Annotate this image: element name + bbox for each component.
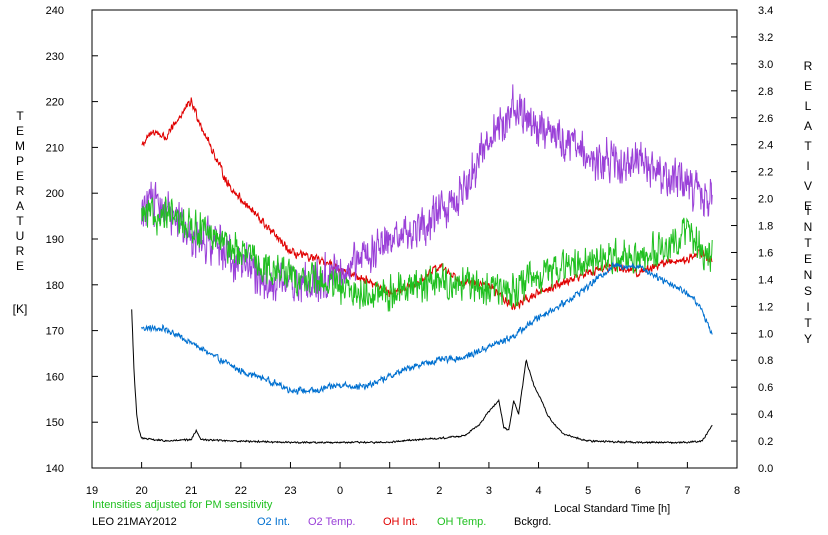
right-axis-letter: E — [804, 252, 812, 266]
right-axis-letter: T — [804, 316, 812, 330]
series-oh-temp-line — [141, 196, 713, 312]
series-oh-int-line — [141, 97, 713, 311]
x-tick-label: 8 — [734, 485, 740, 497]
legend-item: O2 Temp. — [308, 516, 356, 528]
right-axis-letter: T — [804, 236, 812, 250]
left-tick-label: 150 — [46, 417, 64, 429]
x-tick-label: 20 — [135, 485, 147, 497]
axis-layer: 19 20 21 22 23 0 1 2 3 4 5 6 7 8140150160170180190200… — [15, 5, 813, 497]
station-date-label: LEO 21MAY2012 — [92, 516, 177, 528]
left-tick-label: 210 — [46, 142, 64, 154]
left-axis-letter: M — [15, 139, 25, 153]
right-axis-letter: E — [804, 199, 812, 213]
x-tick-label: 2 — [436, 485, 442, 497]
right-tick-label: 3.2 — [758, 32, 773, 44]
right-axis-letter: I — [806, 159, 809, 173]
series-o2-temp-line — [141, 84, 713, 303]
right-tick-label: 0.4 — [758, 409, 773, 421]
left-axis-letter: R — [16, 184, 25, 198]
left-tick-label: 170 — [46, 326, 64, 338]
right-axis-letter: R — [804, 59, 813, 73]
right-tick-label: 1.8 — [758, 221, 773, 233]
right-axis-letter: Y — [804, 332, 812, 346]
x-tick-label: 1 — [387, 485, 393, 497]
left-tick-label: 230 — [46, 51, 64, 63]
right-tick-label: 0.6 — [758, 382, 773, 394]
left-tick-label: 240 — [46, 5, 64, 17]
right-tick-label: 2.2 — [758, 167, 773, 179]
x-tick-label: 7 — [684, 485, 690, 497]
series-o2-int-line — [141, 261, 713, 395]
x-tick-label: 6 — [635, 485, 641, 497]
left-tick-label: 190 — [46, 234, 64, 246]
right-tick-label: 3.4 — [758, 5, 773, 17]
x-tick-label: 5 — [585, 485, 591, 497]
right-tick-label: 0.2 — [758, 436, 773, 448]
right-tick-label: 1.4 — [758, 274, 773, 286]
right-tick-label: 2.6 — [758, 113, 773, 125]
right-axis-letter: A — [804, 119, 812, 133]
right-tick-label: 2.0 — [758, 194, 773, 206]
left-axis-letter: T — [16, 214, 24, 228]
right-axis-letter: T — [804, 139, 812, 153]
left-axis-letter: E — [16, 169, 24, 183]
x-tick-label: 22 — [235, 485, 247, 497]
left-tick-label: 140 — [46, 463, 64, 475]
right-tick-label: 1.6 — [758, 247, 773, 259]
left-axis-letter: T — [16, 109, 24, 123]
right-tick-label: 2.4 — [758, 140, 773, 152]
left-axis-unit: [K] — [13, 302, 28, 316]
x-tick-label: 3 — [486, 485, 492, 497]
left-tick-label: 220 — [46, 97, 64, 109]
right-tick-label: 1.2 — [758, 301, 773, 313]
right-axis-letter: I — [806, 204, 809, 218]
left-tick-label: 160 — [46, 371, 64, 383]
right-tick-label: 1.0 — [758, 328, 773, 340]
right-axis-letter: N — [804, 268, 813, 282]
right-axis-letter: V — [804, 179, 812, 193]
legend-item: OH Int. — [383, 516, 418, 528]
left-tick-label: 200 — [46, 188, 64, 200]
legend-item: O2 Int. — [257, 516, 290, 528]
left-axis-letter: U — [16, 229, 25, 243]
x-axis-label: Local Standard Time [h] — [554, 503, 670, 515]
x-tick-label: 23 — [284, 485, 296, 497]
series-bckgrd-line — [131, 309, 713, 445]
legend-item: OH Temp. — [437, 516, 486, 528]
right-axis-letter: E — [804, 79, 812, 93]
right-tick-label: 2.8 — [758, 86, 773, 98]
legend-item: Bckgrd. — [514, 516, 551, 528]
left-axis-letter: R — [16, 244, 25, 258]
x-tick-label: 4 — [535, 485, 541, 497]
right-tick-label: 0.8 — [758, 355, 773, 367]
x-tick-label: 19 — [86, 485, 98, 497]
x-tick-label: 0 — [337, 485, 343, 497]
right-axis-letter: N — [804, 220, 813, 234]
left-tick-label: 180 — [46, 280, 64, 292]
left-axis-letter: A — [16, 199, 24, 213]
right-tick-label: 0.0 — [758, 463, 773, 475]
right-axis-letter: S — [804, 284, 812, 298]
left-axis-letter: P — [16, 154, 24, 168]
right-tick-label: 3.0 — [758, 59, 773, 71]
left-axis-letter: E — [16, 259, 24, 273]
series-layer — [131, 84, 713, 445]
right-axis-letter: L — [805, 99, 812, 113]
legend: O2 Int. O2 Temp. OH Int. OH Temp. Bckgrd. — [257, 516, 551, 528]
left-axis-letter: E — [16, 124, 24, 138]
right-axis-letter: I — [806, 300, 809, 314]
x-tick-label: 21 — [185, 485, 197, 497]
adjustment-note: Intensities adjusted for PM sensitivity — [92, 499, 273, 511]
